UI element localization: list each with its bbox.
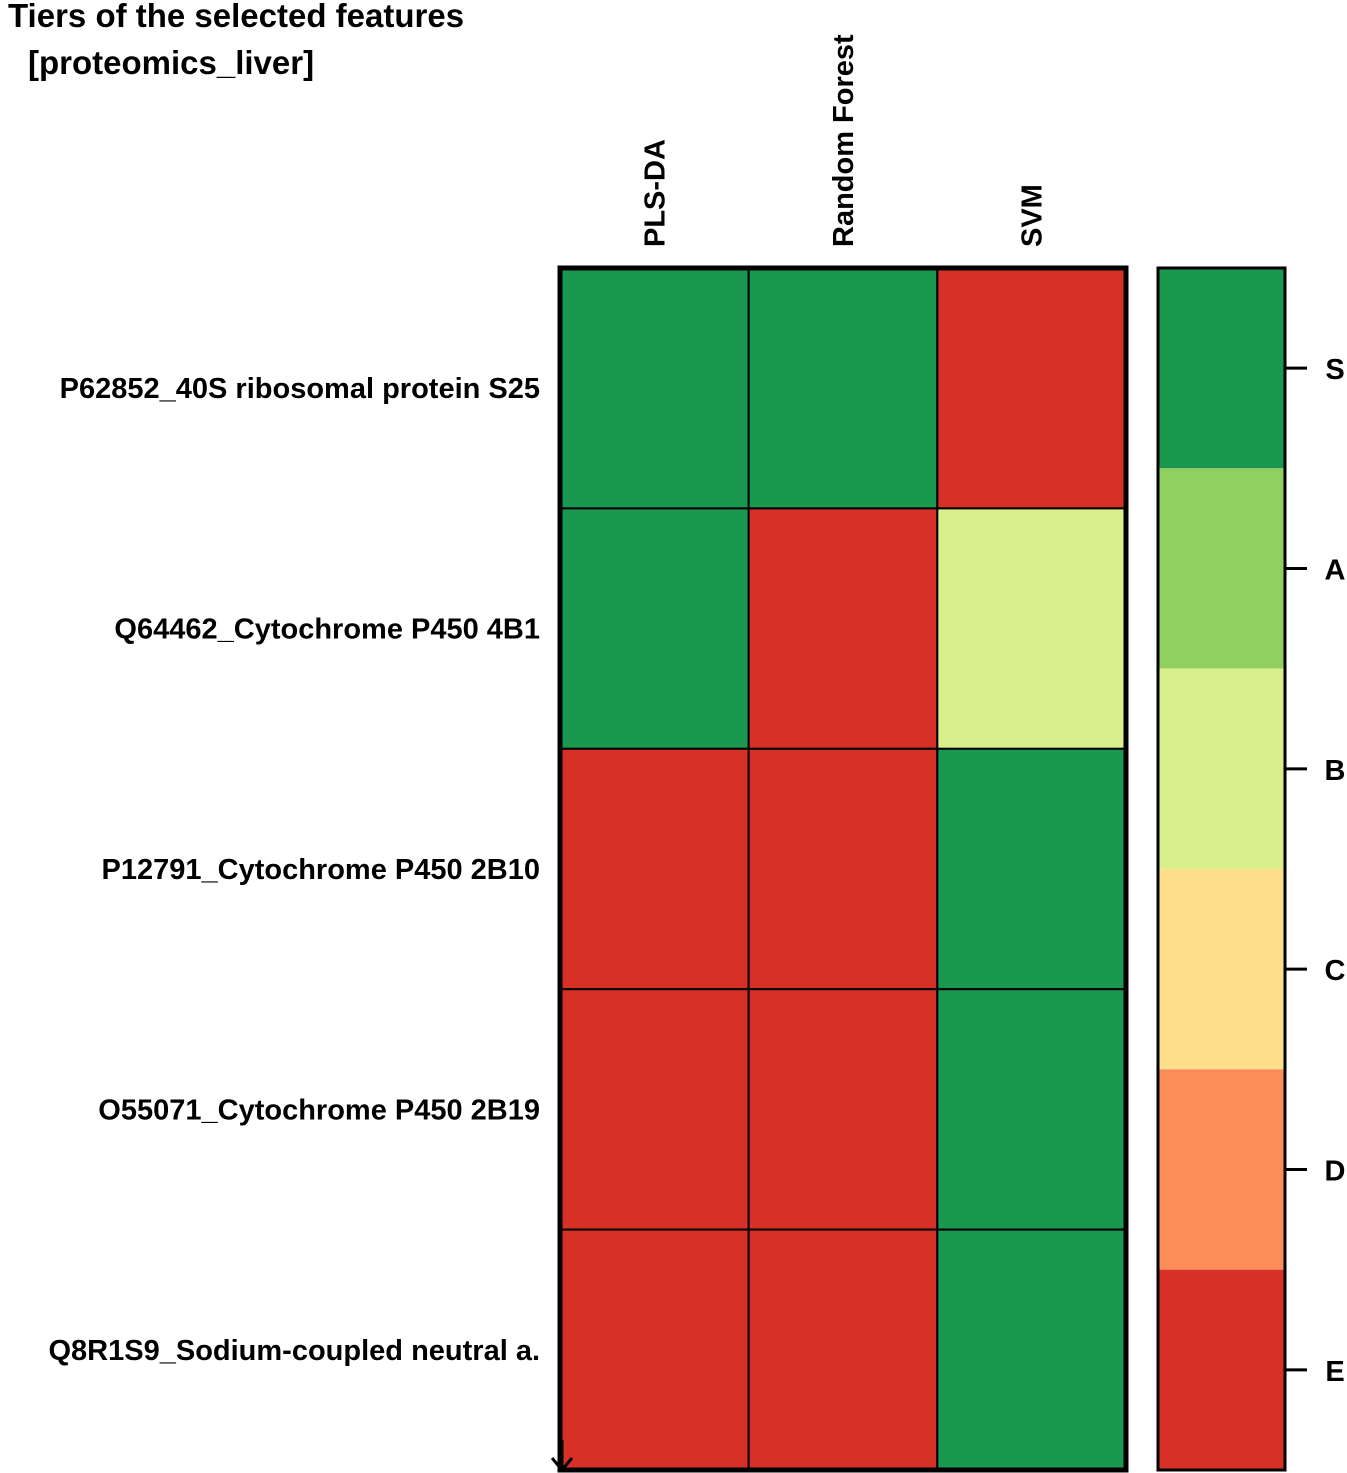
heatmap-cells — [559, 267, 1127, 1471]
legend-swatch-E — [1158, 1269, 1285, 1470]
heatmap-cell-r4-c0 — [559, 1228, 750, 1471]
column-label-1: Random Forest — [828, 34, 860, 247]
legend-swatch-S — [1158, 268, 1285, 469]
heatmap-cell-r0-c0 — [559, 267, 750, 510]
column-labels: PLS-DA Random Forest SVM — [639, 34, 1048, 247]
legend-label-E: E — [1325, 1356, 1344, 1388]
heatmap-cell-r2-c0 — [559, 747, 750, 991]
heatmap-cell-r0-c2 — [936, 267, 1127, 510]
legend-label-A: A — [1325, 555, 1346, 587]
heatmap-cell-r3-c2 — [936, 988, 1127, 1231]
row-label-3: O55071_Cytochrome P450 2B19 — [98, 1094, 540, 1126]
arrow-down-icon — [550, 1440, 574, 1473]
heatmap-cell-r1-c1 — [747, 507, 939, 750]
row-label-0: P62852_40S ribosomal protein S25 — [60, 373, 540, 405]
legend-label-D: D — [1325, 1156, 1346, 1188]
chart-subtitle: [proteomics_liver] — [28, 44, 314, 81]
row-label-1: Q64462_Cytochrome P450 4B1 — [114, 614, 540, 646]
chart-title: Tiers of the selected features — [8, 0, 464, 34]
column-label-0: PLS-DA — [639, 139, 671, 247]
legend-frame — [1156, 266, 1287, 1472]
heatmap-cell-r2-c2 — [936, 747, 1127, 991]
heatmap-cell-r4-c2 — [936, 1228, 1127, 1471]
legend-label-B: B — [1325, 755, 1346, 787]
legend: S A B C D E — [1156, 266, 1346, 1472]
row-label-2: P12791_Cytochrome P450 2B10 — [102, 854, 540, 886]
heatmap-cell-r0-c1 — [747, 267, 939, 510]
row-label-4: Q8R1S9_Sodium-coupled neutral a. — [49, 1335, 541, 1367]
heatmap-cell-r1-c0 — [559, 507, 750, 750]
legend-label-S: S — [1325, 354, 1344, 386]
heatmap-cell-r3-c0 — [559, 988, 750, 1231]
legend-swatch-C — [1158, 869, 1285, 1070]
legend-label-C: C — [1325, 955, 1346, 987]
row-labels: P62852_40S ribosomal protein S25 Q64462_C… — [49, 373, 541, 1367]
heatmap-cell-r1-c2 — [936, 507, 1127, 750]
heatmap-cell-r4-c1 — [747, 1228, 939, 1471]
heatmap-frame — [557, 265, 1129, 1473]
heatmap-cell-r3-c1 — [747, 988, 939, 1231]
heatmap-cell-r2-c1 — [747, 747, 939, 991]
column-label-2: SVM — [1017, 184, 1049, 247]
legend-swatch-D — [1158, 1069, 1285, 1270]
legend-swatch-B — [1158, 668, 1285, 869]
legend-swatch-A — [1158, 468, 1285, 669]
